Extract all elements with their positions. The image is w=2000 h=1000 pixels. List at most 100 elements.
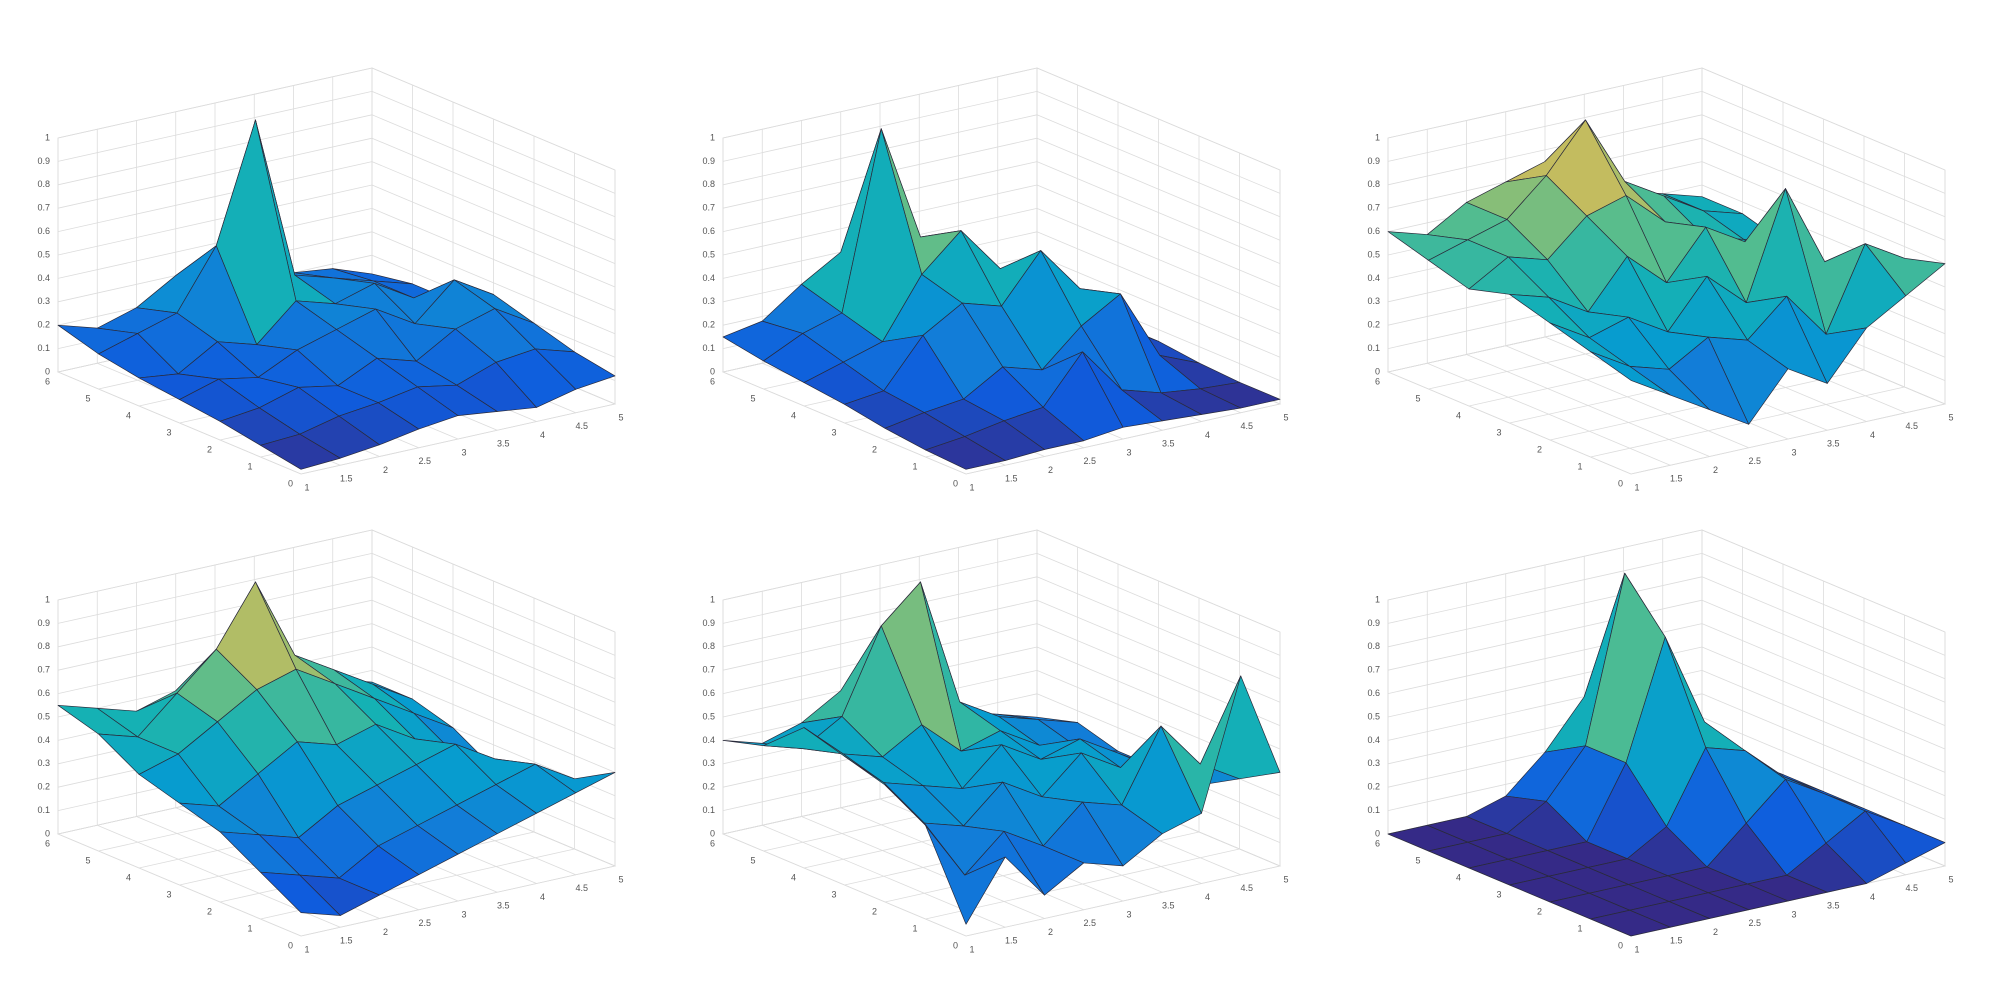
grid-line xyxy=(371,114,616,218)
x-tick-label: 1.5 xyxy=(340,936,353,946)
y-tick-label: 6 xyxy=(45,376,50,386)
x-tick-label: 4 xyxy=(540,892,545,902)
z-tick-label: 0.6 xyxy=(702,226,715,236)
x-tick-label: 1.5 xyxy=(1670,936,1683,946)
x-tick-label: 1.5 xyxy=(1670,474,1683,484)
grid-line xyxy=(925,848,1240,920)
grid-line xyxy=(371,91,616,194)
x-tick-label: 4.5 xyxy=(575,421,588,431)
z-tick-label: 0 xyxy=(710,366,715,376)
z-tick-label: 0.5 xyxy=(37,711,50,721)
x-tick-label: 4 xyxy=(540,430,545,440)
x-tick-label: 2.5 xyxy=(1748,918,1761,928)
z-tick-label: 0.5 xyxy=(37,249,50,259)
z-tick-label: 1 xyxy=(710,132,715,142)
grid-line xyxy=(371,646,616,750)
x-tick-label: 3 xyxy=(1126,909,1131,919)
x-tick-label: 2.5 xyxy=(418,456,431,466)
grid-line xyxy=(722,91,1038,162)
z-tick-label: 0.5 xyxy=(1367,711,1380,721)
z-tick-label: 0.3 xyxy=(37,758,50,768)
z-tick-label: 0.3 xyxy=(702,296,715,306)
y-tick-label: 5 xyxy=(85,855,90,865)
z-tick-label: 0 xyxy=(45,366,50,376)
grid-line xyxy=(1387,67,1703,139)
z-tick-label: 0 xyxy=(45,828,50,838)
z-tick-label: 0.4 xyxy=(37,273,50,283)
y-tick-label: 0 xyxy=(1618,478,1623,488)
x-tick-label: 2 xyxy=(383,465,388,475)
surface-cell xyxy=(925,825,1006,925)
y-tick-label: 3 xyxy=(831,889,836,899)
z-tick-label: 0.9 xyxy=(1367,156,1380,166)
grid-line xyxy=(965,865,1281,937)
grid-line xyxy=(1036,184,1281,288)
x-tick-label: 3 xyxy=(461,909,466,919)
z-tick-label: 0.1 xyxy=(37,805,50,815)
grid-line xyxy=(57,208,373,279)
x-tick-label: 5 xyxy=(1948,412,1953,422)
x-tick-label: 1.5 xyxy=(340,474,353,484)
z-tick-label: 0.6 xyxy=(37,688,50,698)
grid-line xyxy=(1036,161,1281,264)
grid-line xyxy=(57,137,373,209)
x-tick-label: 1.5 xyxy=(1005,936,1018,946)
z-tick-label: 0.1 xyxy=(1367,805,1380,815)
y-tick-label: 4 xyxy=(126,872,131,882)
grid-line xyxy=(1701,529,1946,633)
surface-plot: 0 0.1 0.2 0.3 0.4 0.5 0.6 0.7 0.8 0.9 1 1 1.5 2 2.5 3 3.… xyxy=(37,67,624,492)
y-tick-label: 5 xyxy=(1415,855,1420,865)
z-tick-label: 0.8 xyxy=(702,179,715,189)
grid-line xyxy=(1036,91,1281,194)
z-tick-label: 0.2 xyxy=(37,782,50,792)
z-tick-label: 1 xyxy=(1375,594,1380,604)
y-tick-label: 2 xyxy=(207,906,212,916)
z-tick-label: 0 xyxy=(710,828,715,838)
grid-line xyxy=(1387,529,1703,601)
x-tick-label: 1.5 xyxy=(1005,474,1018,484)
grid-line xyxy=(1036,67,1281,171)
z-tick-label: 0.8 xyxy=(702,641,715,651)
x-tick-label: 2 xyxy=(1713,465,1718,475)
z-tick-label: 0.6 xyxy=(702,688,715,698)
z-tick-label: 0.1 xyxy=(37,343,50,353)
y-tick-label: 0 xyxy=(288,940,293,950)
y-tick-label: 2 xyxy=(207,444,212,454)
z-tick-label: 0.4 xyxy=(702,735,715,745)
x-tick-label: 4 xyxy=(1870,430,1875,440)
z-tick-label: 0.9 xyxy=(1367,618,1380,628)
surface-cell xyxy=(1590,909,1671,937)
x-tick-label: 4.5 xyxy=(1905,883,1918,893)
grid-line xyxy=(57,67,373,139)
z-tick-label: 0.2 xyxy=(1367,782,1380,792)
z-tick-label: 0.8 xyxy=(37,179,50,189)
z-tick-label: 0.8 xyxy=(37,641,50,651)
z-tick-label: 0.8 xyxy=(1367,179,1380,189)
grid-line xyxy=(371,599,616,703)
surface-plot: 0 0.1 0.2 0.3 0.4 0.5 0.6 0.7 0.8 0.9 1 1 1.5 2 2.5 3 3.… xyxy=(1367,529,1954,954)
grid-line xyxy=(371,553,616,656)
z-tick-label: 0.8 xyxy=(1367,641,1380,651)
y-tick-label: 1 xyxy=(247,461,252,471)
grid-line xyxy=(371,208,616,311)
grid-line xyxy=(1036,208,1281,311)
x-tick-label: 1 xyxy=(304,944,309,954)
grid-line xyxy=(57,91,373,162)
grid-line xyxy=(57,184,373,256)
z-tick-label: 0.1 xyxy=(702,805,715,815)
z-tick-label: 0.1 xyxy=(702,343,715,353)
z-tick-label: 0.2 xyxy=(37,320,50,330)
z-tick-label: 0.7 xyxy=(702,203,715,213)
z-tick-label: 1 xyxy=(45,594,50,604)
grid-line xyxy=(57,161,373,232)
x-tick-label: 2 xyxy=(383,927,388,937)
x-tick-label: 1 xyxy=(1634,944,1639,954)
z-tick-label: 0.6 xyxy=(1367,688,1380,698)
y-tick-label: 3 xyxy=(166,427,171,437)
z-tick-label: 0.7 xyxy=(37,665,50,675)
surface-cell xyxy=(925,436,1006,470)
y-tick-label: 3 xyxy=(166,889,171,899)
grid-line xyxy=(1387,553,1703,624)
y-tick-label: 2 xyxy=(872,906,877,916)
